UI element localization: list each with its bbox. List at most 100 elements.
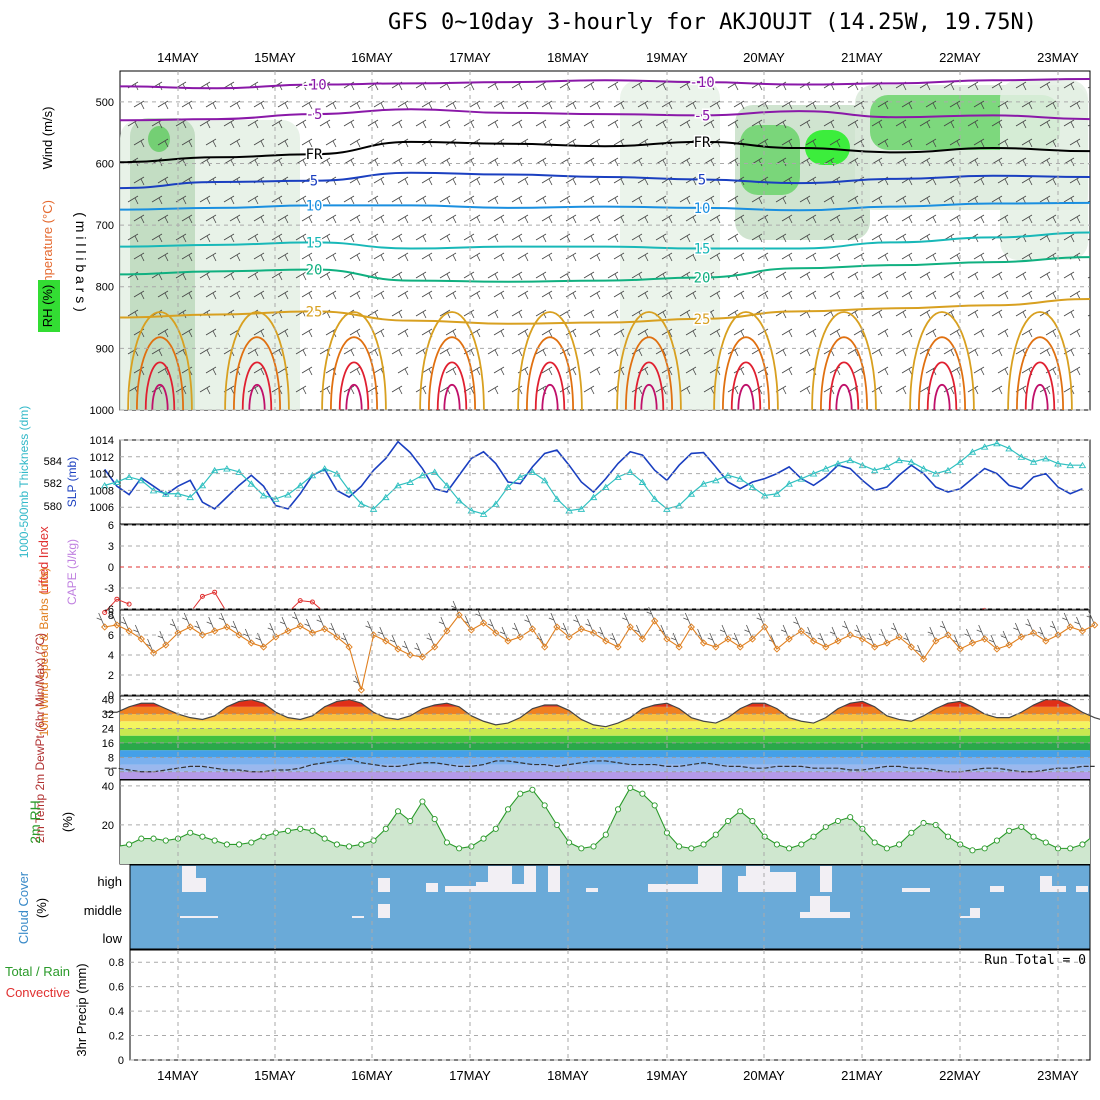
- cloud-block: [180, 916, 218, 918]
- wind-barb: [301, 252, 313, 262]
- cloud-blocks: [180, 866, 1088, 918]
- wind-barb: [1069, 176, 1081, 186]
- wind-barb: [253, 100, 265, 110]
- wind-barb: [1087, 124, 1090, 127]
- wind-speed-marker: [528, 625, 537, 633]
- wind-barb: [541, 176, 553, 186]
- wind-barb: [607, 195, 619, 205]
- ylabel-2m-rh: 2m RH: [27, 800, 43, 844]
- rh-point: [688, 845, 695, 852]
- wind-barb: [631, 81, 643, 91]
- wind-speed-marker: [736, 643, 744, 651]
- wind-barb: [463, 119, 475, 129]
- slp-tick-label: 1014: [90, 435, 114, 447]
- wind-speed-marker: [272, 633, 280, 641]
- wind-speed-marker: [455, 611, 463, 619]
- warm-contour: [136, 336, 184, 410]
- wind-barb: [583, 271, 595, 281]
- thickness-marker: [186, 493, 195, 501]
- wind-speed-marker: [993, 645, 1001, 653]
- wind-barb: [1015, 309, 1027, 319]
- wind-barb: [253, 328, 265, 338]
- wind-barb: [997, 100, 1009, 110]
- wind-barb: [271, 271, 283, 281]
- rh-point: [284, 827, 292, 834]
- thickness-marker: [357, 500, 366, 507]
- isotherm-label: FR: [694, 135, 711, 151]
- wind-barb: [607, 81, 619, 91]
- wind-barb: [565, 176, 577, 186]
- thickness-marker: [760, 492, 769, 499]
- wind-speed-marker: [871, 643, 879, 651]
- wind-barb: [991, 385, 1003, 395]
- rh-point: [102, 842, 107, 847]
- wind-barb: [733, 290, 745, 300]
- warm-contour: [428, 336, 476, 410]
- wind-barb: [1069, 100, 1081, 110]
- wind-barb: [397, 366, 409, 376]
- wind-speed-marker: [675, 643, 683, 651]
- ylabel-temp: Temperature (°C): [40, 200, 55, 300]
- warm-contour: [1016, 336, 1064, 410]
- temp-lines: [104, 698, 1100, 773]
- wind-barb: [253, 290, 265, 300]
- warm-contour: [127, 311, 193, 410]
- wind-barb: [847, 309, 859, 319]
- wind-barb: [613, 252, 625, 262]
- wind-speed-marker: [1066, 623, 1074, 631]
- wind-barb: [949, 366, 961, 376]
- wind-barb: [967, 81, 979, 91]
- rh-point: [541, 802, 548, 809]
- isotherm-label: -5: [306, 107, 323, 123]
- wind-barb: [397, 100, 409, 110]
- warm-contour: [534, 361, 566, 410]
- humidity-patch: [130, 118, 195, 410]
- wind-speed-marker: [321, 625, 329, 633]
- wind-barb: [895, 385, 907, 395]
- wind-barb: [127, 233, 139, 243]
- cloud-block: [1052, 886, 1066, 892]
- wind-barb: [541, 366, 553, 376]
- wind-barb: [781, 252, 793, 262]
- cloud-block: [524, 866, 536, 892]
- wind-barb: [1087, 238, 1090, 241]
- wind-barb: [1039, 347, 1051, 357]
- wind-barb: [247, 119, 259, 129]
- wind-barb: [319, 195, 331, 205]
- thickness-marker: [235, 468, 243, 475]
- wind-barb: [1021, 176, 1033, 186]
- wind-barb: [847, 195, 859, 205]
- wind-barb: [373, 100, 385, 110]
- wind-barb: [1087, 352, 1090, 355]
- thickness-marker: [711, 476, 720, 484]
- wind-barb: [199, 119, 211, 129]
- wind-speed-marker: [907, 643, 915, 651]
- cloud-block: [476, 882, 488, 892]
- rh-point: [676, 843, 683, 850]
- wind-barb: [439, 119, 451, 129]
- thickness-marker: [638, 478, 647, 485]
- thickness-marker: [394, 481, 402, 489]
- wind-barb: [325, 100, 337, 110]
- wind-barb: [319, 271, 331, 281]
- wind-barb: [1045, 214, 1057, 224]
- temp-line: [104, 698, 1100, 728]
- ylabel-precip: 3hr Precip (mm): [74, 963, 89, 1056]
- wind-barb: [349, 366, 361, 376]
- isotherm-label: 25: [694, 312, 711, 328]
- wind-barb: [1094, 291, 1100, 299]
- ylabel-2m-temp: 2m Temp 2m DewPt (6hr Min/Max) (°C): [33, 633, 47, 843]
- wind-barb: [847, 233, 859, 243]
- thickness-marker: [895, 456, 903, 464]
- wind-barb: [655, 233, 667, 243]
- wind-barb: [1087, 314, 1090, 317]
- wind-tick-label: 2: [108, 670, 114, 682]
- wind-barb: [325, 290, 337, 300]
- wind-barb: [295, 233, 307, 243]
- wind-barb: [469, 214, 481, 224]
- wind-barb: [181, 100, 193, 110]
- wind-barb: [901, 100, 913, 110]
- wind-barb: [805, 138, 817, 148]
- ylabel-wind: Wind (m/s): [40, 107, 55, 170]
